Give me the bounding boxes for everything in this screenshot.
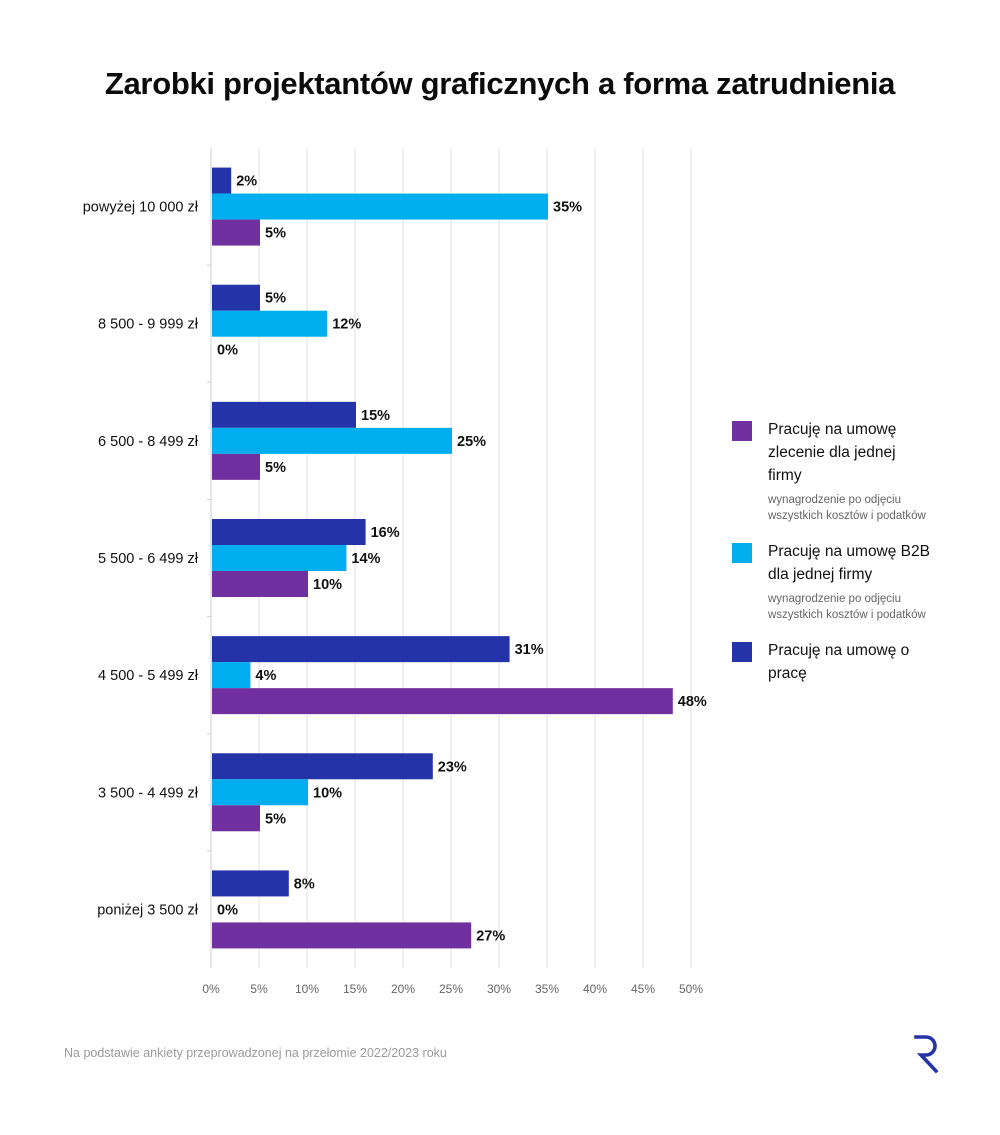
legend-item-zlecenie: Pracuję na umowę zlecenie dla jednej fir… [732,418,932,524]
x-tick-label-30: 30% [487,982,511,996]
legend-swatch-b2b [732,543,752,563]
bar-s1-c3 [212,545,347,571]
category-label-3: 5 500 - 6 499 zł [98,551,199,567]
data-label-s1-c0: 35% [553,200,582,216]
legend-sub-zlecenie: wynagrodzenie po odjęciu wszystkich kosz… [768,494,926,522]
x-tick-label-40: 40% [583,982,607,996]
data-label-s0-c1: 5% [265,291,286,307]
data-label-s0-c3: 16% [371,525,400,541]
data-label-s0-c5: 23% [438,759,467,775]
category-label-5: 3 500 - 4 499 zł [98,785,199,801]
bar-s2-c6 [212,922,472,949]
source-note: Na podstawie ankiety przeprowadzonej na … [64,1046,447,1060]
data-label-s0-c0: 2% [236,174,257,190]
bar-s2-c2 [212,453,260,480]
bar-s0-c6 [212,870,289,897]
x-tick-label-0: 0% [202,982,220,996]
data-label-s2-c0: 5% [265,226,286,242]
x-tick-label-50: 50% [679,982,703,996]
data-label-s1-c4: 4% [255,668,276,684]
data-label-s2-c1: 0% [217,343,238,359]
bar-s1-c2 [212,427,452,454]
legend-label-b2b: Pracuję na umowę B2B dla jednej firmy [768,543,930,583]
legend-swatch-zlecenie [732,421,752,441]
x-tick-label-35: 35% [535,982,559,996]
bar-s1-c0 [212,193,548,220]
bar-s2-c3 [212,571,308,597]
data-label-s2-c5: 5% [265,811,286,827]
bar-s0-c3 [212,519,366,545]
bar-s2-c5 [212,805,260,832]
data-label-s0-c2: 15% [361,408,390,424]
data-label-s2-c4: 48% [678,694,707,710]
x-tick-label-10: 10% [295,982,319,996]
data-label-s0-c4: 31% [515,642,544,658]
data-label-s0-c6: 8% [294,876,315,892]
bar-s1-c5 [212,779,308,806]
bar-s1-c1 [212,310,328,337]
r-logo-icon [914,1035,939,1074]
bar-s2-c0 [212,219,260,246]
category-label-0: powyżej 10 000 zł [83,200,199,216]
x-tick-label-5: 5% [250,982,268,996]
legend-sub-b2b: wynagrodzenie po odjęciu wszystkich kosz… [768,593,926,621]
x-tick-label-15: 15% [343,982,367,996]
data-label-s1-c6: 0% [217,902,238,918]
chart-title: Zarobki projektantów graficznych a forma… [104,66,896,101]
bar-s0-c4 [212,636,510,663]
data-label-s2-c3: 10% [313,577,342,593]
x-tick-label-25: 25% [439,982,463,996]
bar-s0-c1 [212,284,260,311]
legend-swatch-umowa-o-prace [732,642,752,662]
bar-s1-c4 [212,662,251,689]
data-label-s2-c2: 5% [265,460,286,476]
bar-s2-c4 [212,688,673,715]
x-tick-label-20: 20% [391,982,415,996]
legend-item-b2b: Pracuję na umowę B2B dla jednej firmy wy… [732,540,932,623]
data-label-s1-c1: 12% [332,317,361,333]
data-label-s1-c3: 14% [351,551,380,567]
category-label-2: 6 500 - 8 499 zł [98,434,199,450]
data-label-s1-c2: 25% [457,434,486,450]
legend-label-zlecenie: Pracuję na umowę zlecenie dla jednej fir… [768,421,897,484]
legend-item-umowa-o-prace: Pracuję na umowę o pracę [732,639,932,685]
category-label-1: 8 500 - 9 999 zł [98,317,199,333]
bar-s0-c0 [212,167,232,194]
x-tick-label-45: 45% [631,982,655,996]
data-label-s2-c6: 27% [476,928,505,944]
data-label-s1-c5: 10% [313,785,342,801]
category-label-6: poniżej 3 500 zł [97,902,199,918]
bar-s0-c5 [212,753,433,780]
legend-label-umowa-o-prace: Pracuję na umowę o pracę [768,642,910,682]
category-label-4: 4 500 - 5 499 zł [98,668,199,684]
legend: Pracuję na umowę zlecenie dla jednej fir… [732,418,932,701]
bar-s0-c2 [212,401,356,428]
